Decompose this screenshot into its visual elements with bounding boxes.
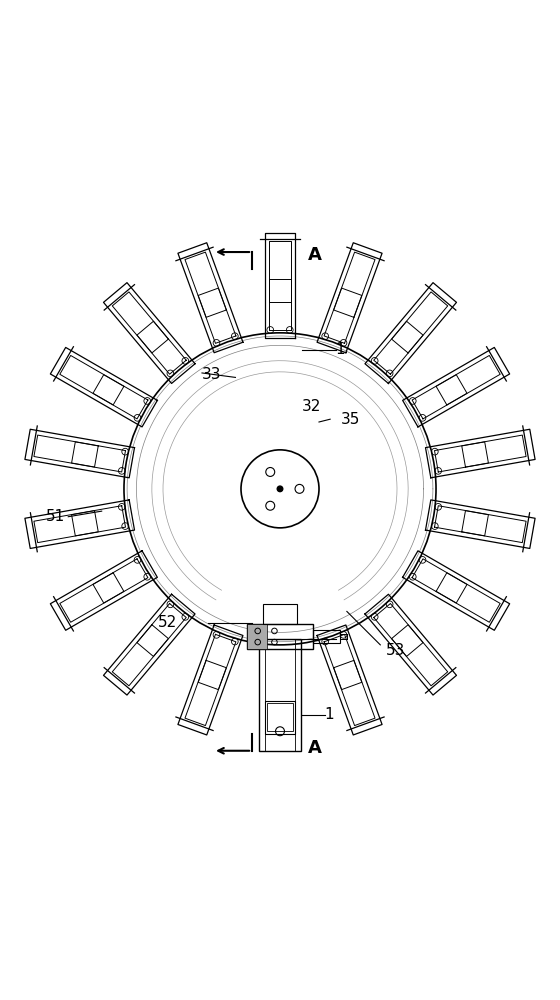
- Text: A: A: [308, 739, 322, 757]
- Bar: [314, 630, 340, 643]
- Text: 35: 35: [341, 412, 361, 427]
- Bar: [265, 701, 295, 734]
- Bar: [268, 703, 292, 731]
- Text: 32: 32: [302, 399, 321, 414]
- Bar: [263, 604, 297, 624]
- Circle shape: [277, 486, 283, 492]
- Text: 1: 1: [325, 707, 334, 722]
- Bar: [246, 624, 314, 649]
- Text: 52: 52: [157, 615, 176, 630]
- Bar: [246, 624, 267, 649]
- Text: 33: 33: [202, 367, 222, 382]
- Text: 1: 1: [336, 342, 346, 357]
- Text: 51: 51: [46, 509, 65, 524]
- Text: A: A: [308, 246, 322, 264]
- Text: 53: 53: [386, 643, 405, 658]
